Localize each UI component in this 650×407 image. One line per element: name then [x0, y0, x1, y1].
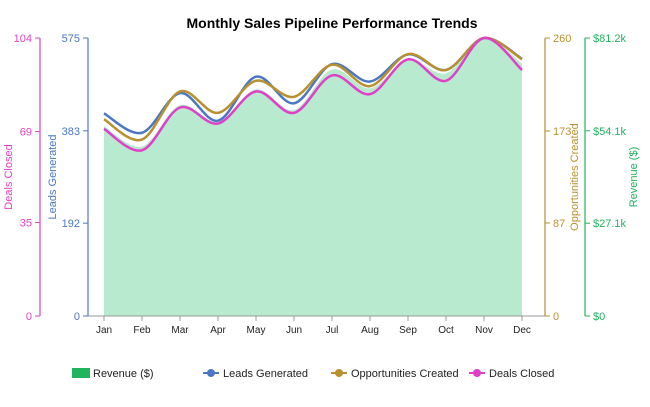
legend-item: Revenue ($): [72, 368, 154, 380]
y-axis-title-deals: Deals Closed: [3, 144, 15, 209]
legend-label: Revenue ($): [93, 368, 154, 380]
y-tick-label-deals: 0: [26, 311, 32, 323]
x-tick-label: Jan: [96, 325, 112, 336]
y-tick-label-revenue: $81.2k: [593, 33, 627, 45]
y-tick-label-deals: 104: [14, 33, 32, 45]
legend-marker-icon: [335, 369, 343, 377]
y-axis-title-revenue: Revenue ($): [628, 147, 640, 208]
x-tick-label: May: [247, 325, 266, 336]
y-tick-label-opps: 87: [553, 218, 565, 230]
legend-item: Leads Generated: [203, 368, 308, 380]
legend-label: Opportunities Created: [351, 368, 459, 380]
x-tick-label: Apr: [210, 325, 226, 336]
legend-label: Leads Generated: [223, 368, 308, 380]
y-axis-title-opps: Opportunities Created: [569, 123, 581, 231]
x-tick-label: Nov: [475, 325, 493, 336]
x-tick-label: Dec: [513, 325, 531, 336]
legend-swatch: [72, 368, 90, 378]
x-tick-label: Mar: [171, 325, 189, 336]
x-tick-label: Sep: [399, 325, 417, 336]
legend-marker-icon: [207, 369, 215, 377]
y-tick-label-deals: 35: [20, 217, 32, 229]
x-tick-label: Aug: [361, 325, 379, 336]
legend-item: Deals Closed: [469, 368, 554, 380]
y-tick-label-revenue: $0: [593, 311, 605, 323]
legend-item: Opportunities Created: [331, 368, 459, 380]
chart-title: Monthly Sales Pipeline Performance Trend…: [187, 15, 478, 31]
x-tick-label: Feb: [133, 325, 151, 336]
legend-marker-icon: [473, 369, 481, 377]
y-axis-title-leads: Leads Generated: [47, 134, 59, 219]
legend-label: Deals Closed: [489, 368, 554, 380]
y-tick-label-opps: 0: [553, 311, 559, 323]
x-tick-label: Oct: [438, 325, 454, 336]
plot-area: [104, 38, 522, 316]
legend: Revenue ($) Leads Generated Opportunities …: [72, 368, 554, 380]
y-tick-label-revenue: $54.1k: [593, 126, 627, 138]
y-tick-label-leads: 383: [62, 126, 80, 138]
x-tick-label: Jun: [286, 325, 302, 336]
y-tick-label-opps: 260: [553, 33, 571, 45]
y-tick-label-leads: 0: [74, 311, 80, 323]
y-tick-label-leads: 575: [62, 33, 80, 45]
y-tick-label-leads: 192: [62, 218, 80, 230]
y-tick-label-revenue: $27.1k: [593, 218, 627, 230]
x-tick-label: Jul: [326, 325, 339, 336]
y-tick-label-deals: 69: [20, 127, 32, 139]
